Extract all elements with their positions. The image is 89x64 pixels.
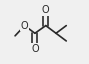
Text: O: O — [31, 44, 39, 54]
Text: O: O — [21, 21, 28, 31]
Text: O: O — [42, 5, 50, 15]
